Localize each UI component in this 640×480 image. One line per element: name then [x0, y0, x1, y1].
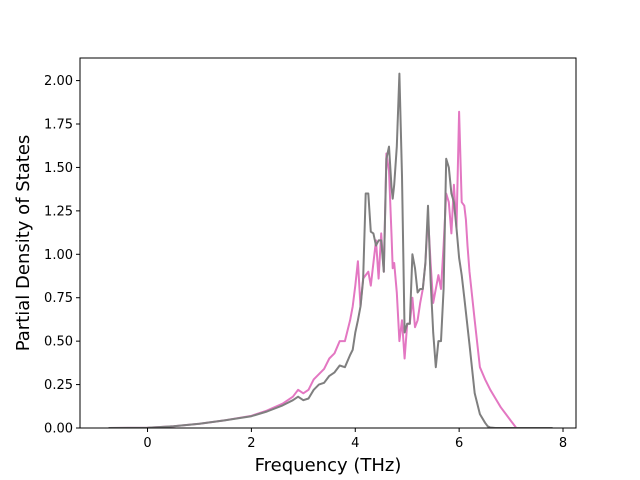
y-tick-label: 1.50: [44, 161, 73, 176]
y-tick-label: 1.25: [44, 204, 73, 219]
y-tick-label: 2.00: [44, 74, 73, 89]
y-tick-label: 0.25: [44, 378, 73, 393]
x-axis-ticks: 0 2 4 6 8: [143, 428, 567, 451]
x-tick-label: 4: [351, 436, 359, 451]
y-tick-label: 0.75: [44, 291, 73, 306]
y-axis-ticks: 0.00 0.25 0.50 0.75 1.00 1.25 1.50 1.75 2.00: [44, 74, 80, 437]
x-tick-label: 6: [455, 436, 463, 451]
series-line-1: [108, 110, 518, 428]
x-tick-label: 8: [559, 436, 567, 451]
y-tick-label: 1.75: [44, 118, 73, 133]
x-tick-label: 0: [143, 436, 151, 451]
plot-frame: [79, 57, 577, 429]
series-layer: [108, 72, 553, 428]
series-line-2: [108, 72, 553, 428]
y-tick-label: 0.50: [44, 335, 73, 350]
y-tick-label: 1.00: [44, 248, 73, 263]
y-tick-label: 0.00: [44, 422, 73, 437]
x-axis-label: Frequency (THz): [255, 455, 402, 476]
x-tick-label: 2: [247, 436, 255, 451]
y-axis-label: Partial Density of States: [13, 135, 34, 352]
